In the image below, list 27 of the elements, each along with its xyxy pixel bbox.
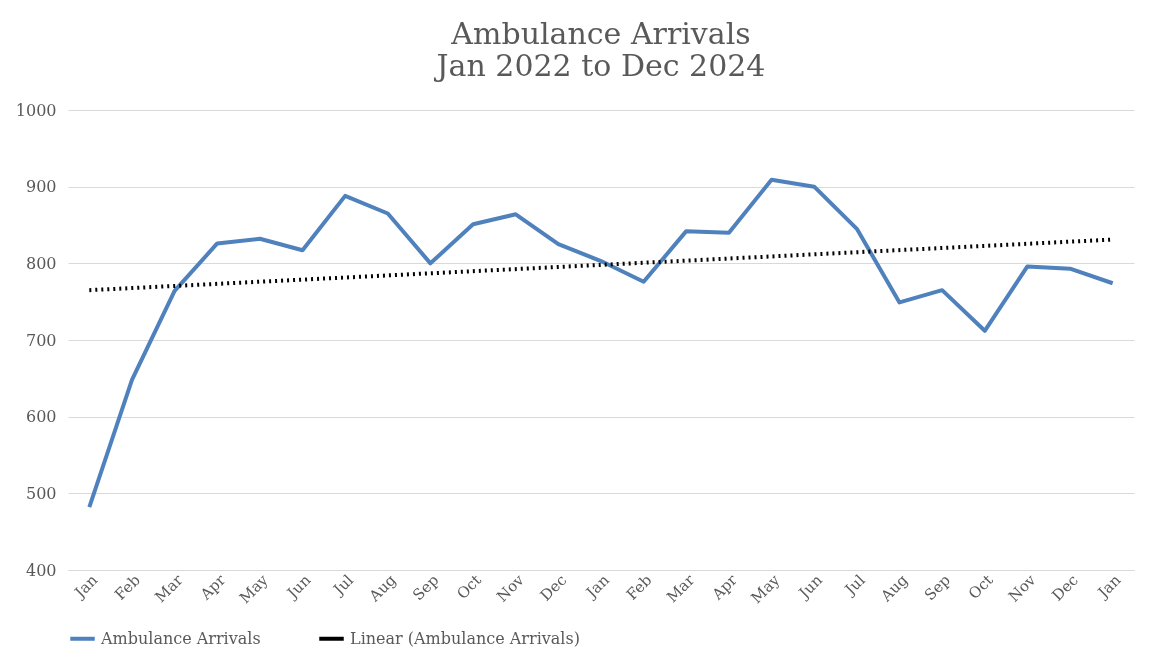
- x-tick-label: Feb: [111, 571, 144, 604]
- chart-title: Ambulance Arrivals: [450, 16, 751, 51]
- x-tick-label: Dec: [536, 571, 571, 605]
- legend-label: Ambulance Arrivals: [100, 628, 261, 648]
- x-tick-label: Jan: [69, 570, 102, 603]
- x-tick-label: Jul: [840, 570, 869, 600]
- line-series: [87, 177, 1115, 510]
- x-tick-label: Feb: [622, 571, 656, 604]
- y-tick-label: 600: [25, 407, 57, 427]
- y-tick-label: 800: [25, 253, 57, 273]
- x-tick-label: Dec: [1048, 571, 1082, 605]
- x-tick-label: Sep: [920, 571, 954, 605]
- y-tick-label: 700: [25, 330, 57, 350]
- x-tick-label: Oct: [964, 571, 997, 603]
- x-tick-label: Jan: [1092, 570, 1125, 603]
- x-tick-label: Jun: [793, 570, 827, 604]
- x-tick-label: Jul: [328, 570, 358, 600]
- chart-subtitle: Jan 2022 to Dec 2024: [433, 48, 766, 83]
- legend-label: Linear (Ambulance Arrivals): [350, 628, 580, 648]
- y-tick-label: 500: [25, 483, 57, 503]
- y-tick-label: 1000: [15, 100, 57, 120]
- y-tick-label: 400: [25, 560, 57, 580]
- x-tick-label: Jun: [282, 570, 315, 604]
- y-tick-label: 900: [25, 177, 57, 197]
- x-tick-label: Sep: [409, 571, 443, 605]
- x-tick-label: Jan: [581, 570, 614, 603]
- x-tick-label: Oct: [453, 571, 485, 603]
